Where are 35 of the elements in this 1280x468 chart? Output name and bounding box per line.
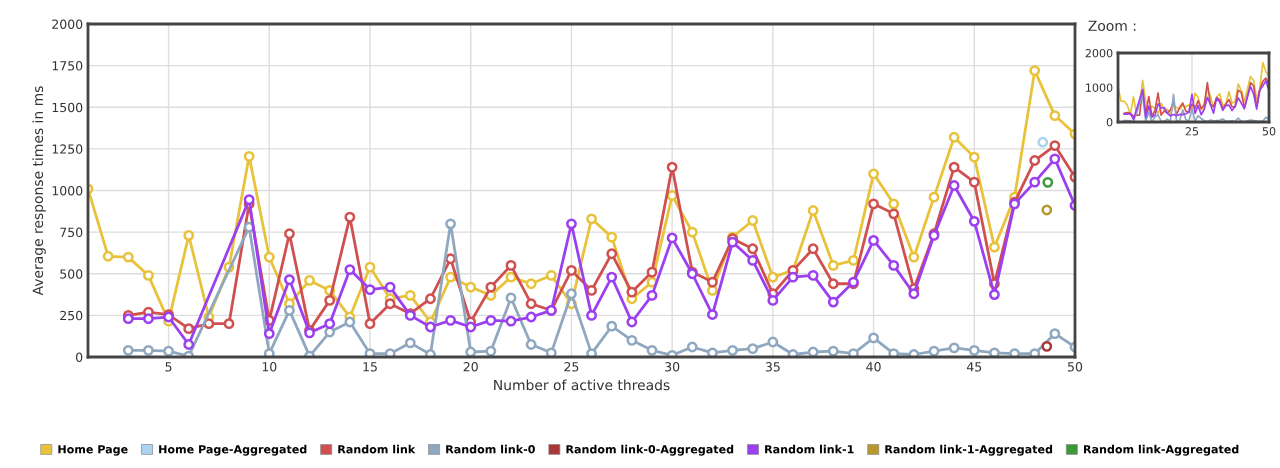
x-tick-label: 5 [165,362,172,372]
y-axis-title: Average response times in ms [32,86,46,296]
legend-label: Home Page [58,445,128,456]
y-tick-label: 250 [60,310,83,321]
y-tick-label: 1750 [52,61,83,71]
x-tick-label: 25 [564,362,579,372]
x-tick-label: 15 [363,362,377,372]
y-tick-label: 500 [60,269,83,279]
y-tick-label: 2000 [1085,48,1113,58]
y-tick-label: 1000 [1086,83,1113,92]
x-tick-label: 25 [1185,127,1199,136]
legend-label: Random link [338,444,416,454]
x-tick-label: 20 [463,362,478,372]
x-tick-label: 10 [262,362,277,372]
y-tick-label: 1250 [52,144,83,154]
y-tick-label: 0 [1106,117,1113,127]
x-tick-label: 50 [1068,362,1083,372]
legend-label: Random link-Aggregated [1084,444,1239,456]
chart-title: Zoom : [1088,20,1136,31]
x-tick-label: 50 [1262,127,1276,136]
legend-label: Random link-1-Aggregated [885,444,1053,456]
y-tick-label: 2000 [52,19,83,29]
y-tick-label: 1500 [52,102,83,113]
x-axis-title: Number of active threads [494,379,670,391]
legend-label: Random link-1 [765,444,854,454]
y-tick-label: 1000 [52,185,83,196]
legend-label: Random link-0-Aggregated [566,444,734,456]
legend-label: Random link-0 [446,444,535,454]
x-tick-label: 30 [665,362,680,372]
x-tick-label: 35 [765,362,780,372]
y-tick-label: 0 [76,352,83,362]
x-tick-label: 40 [866,362,881,372]
y-tick-label: 750 [60,227,83,238]
legend-label: Home Page-Aggregated [159,444,307,456]
x-tick-label: 45 [966,362,982,372]
